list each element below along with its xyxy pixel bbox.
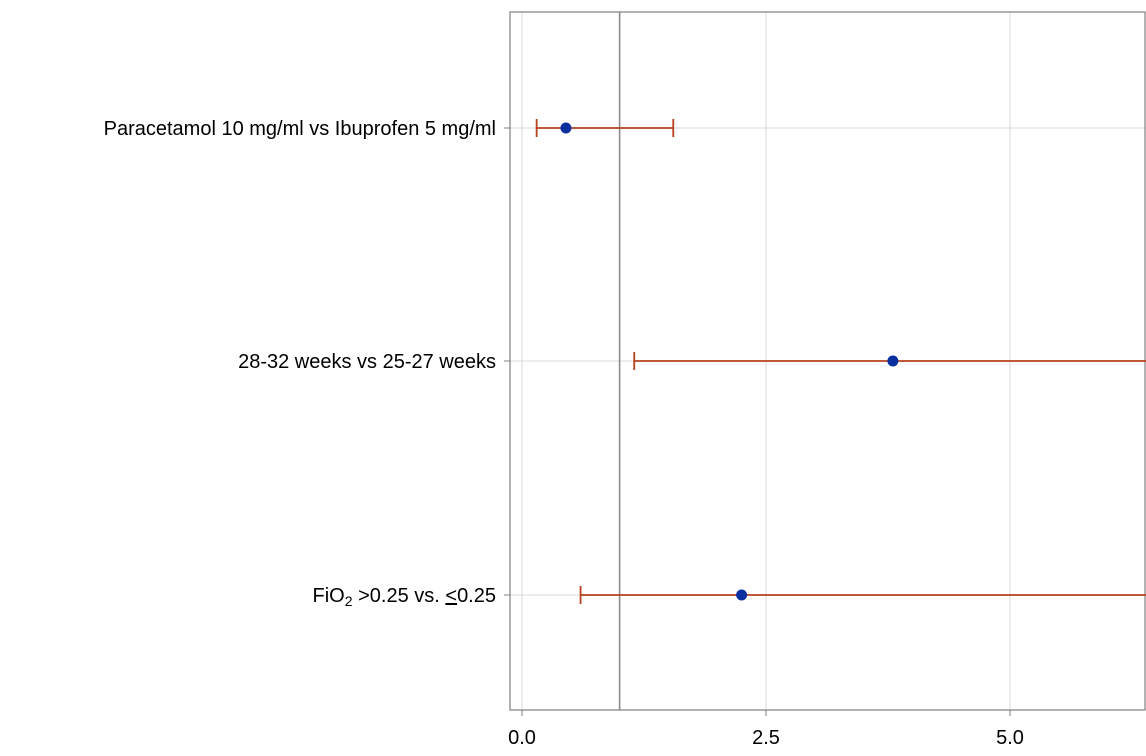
label-leq: < — [445, 585, 457, 607]
point-estimate — [736, 589, 748, 601]
point-estimate — [887, 355, 899, 367]
point-estimate — [560, 122, 572, 134]
tick-layer: 0.02.55.07.510.012.5 — [508, 710, 1024, 749]
label-part: >0.25 vs. — [353, 585, 446, 607]
row-label: FiO2 >0.25 vs. <0.25 — [313, 585, 496, 609]
marks-layer — [535, 119, 1146, 604]
label-layer: Paracetamol 10 mg/ml vs Ibuprofen 5 mg/m… — [104, 118, 496, 609]
x-tick-label: 2.5 — [752, 727, 780, 749]
x-tick-label: 5.0 — [996, 727, 1024, 749]
label-subscript: 2 — [345, 593, 353, 609]
x-tick-label: 0.0 — [508, 727, 536, 749]
row-label: 28-32 weeks vs 25-27 weeks — [238, 351, 496, 373]
row-label: Paracetamol 10 mg/ml vs Ibuprofen 5 mg/m… — [104, 118, 496, 140]
label-part: FiO — [313, 585, 345, 607]
label-part: 0.25 — [457, 585, 496, 607]
